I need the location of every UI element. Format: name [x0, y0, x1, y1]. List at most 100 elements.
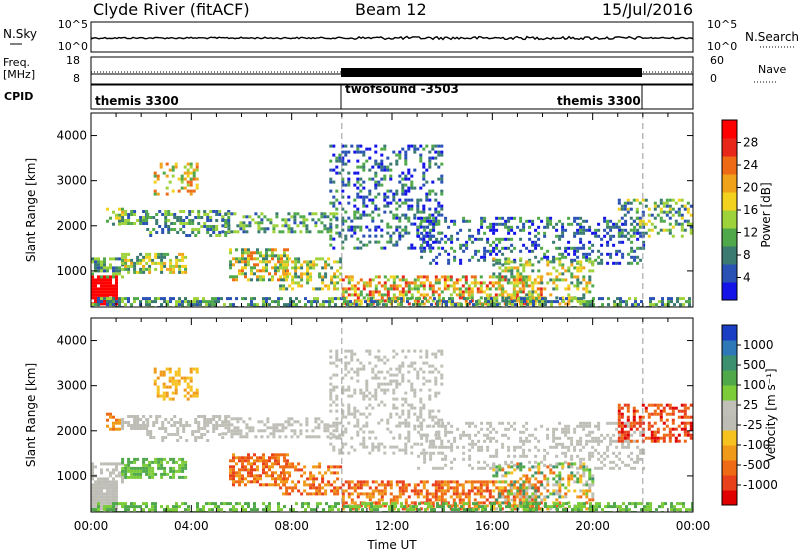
heatmap-cell [250, 257, 253, 261]
heatmap-cell [445, 303, 448, 307]
heatmap-cell [194, 234, 198, 237]
heatmap-cell [585, 219, 589, 223]
heatmap-cell [368, 293, 372, 297]
heatmap-cell [169, 258, 173, 262]
heatmap-cell [431, 284, 435, 288]
heatmap-cell [262, 297, 265, 301]
heatmap-cell [579, 424, 583, 428]
heatmap-cell [329, 177, 333, 181]
heatmap-cell [496, 303, 499, 307]
heatmap-cell [344, 210, 348, 214]
heatmap-cell [341, 302, 345, 306]
heatmap-cell [477, 237, 481, 241]
heatmap-cell [612, 225, 616, 229]
heatmap-cell [176, 216, 180, 219]
heatmap-cell [404, 397, 408, 401]
heatmap-cell [365, 385, 369, 389]
heatmap-cell [323, 423, 327, 427]
heatmap-cell [617, 201, 621, 205]
heatmap-cell [537, 243, 541, 247]
heatmap-cell [173, 433, 177, 436]
heatmap-cell [639, 457, 643, 461]
heatmap-cell [365, 480, 369, 484]
heatmap-cell [437, 451, 441, 455]
heatmap-cell [103, 284, 106, 288]
heatmap-cell [442, 300, 445, 304]
heatmap-cell [404, 192, 408, 196]
heatmap-cell [106, 480, 109, 484]
heatmap-cell [410, 382, 414, 386]
heatmap-cell [232, 278, 235, 282]
heatmap-cell [305, 417, 309, 421]
heatmap-cell [148, 297, 151, 301]
heatmap-cell [420, 442, 424, 446]
heatmap-cell [434, 156, 438, 160]
heatmap-cell [428, 156, 432, 160]
heatmap-cell [218, 234, 222, 237]
heatmap-cell [130, 303, 133, 307]
heatmap-cell [338, 171, 342, 175]
heatmap-cell [189, 171, 193, 175]
heatmap-cell [362, 391, 366, 395]
heatmap-cell [489, 225, 493, 229]
heatmap-cell [437, 486, 441, 490]
heatmap-cell [192, 394, 196, 398]
heatmap-cell [612, 243, 616, 247]
heatmap-cell [94, 489, 97, 493]
heatmap-cell [552, 471, 556, 475]
heatmap-cell [440, 150, 444, 154]
heatmap-cell [449, 293, 453, 297]
heatmap-cell [662, 210, 666, 214]
heatmap-cell [256, 456, 259, 460]
heatmap-cell [392, 284, 396, 288]
heatmap-cell [353, 231, 357, 235]
heatmap-cell [570, 436, 574, 440]
heatmap-cell [286, 459, 289, 463]
heatmap-cell [428, 216, 432, 220]
heatmap-cell [582, 219, 586, 223]
heatmap-cell [165, 192, 169, 196]
heatmap-cell [206, 430, 210, 433]
heatmap-cell [115, 272, 118, 276]
heatmap-cell [100, 278, 103, 282]
heatmap-cell [564, 278, 568, 282]
heatmap-cell [407, 433, 411, 437]
heatmap-cell [422, 406, 426, 410]
heatmap-cell [164, 210, 168, 213]
heatmap-cell [203, 225, 207, 228]
heatmap-cell [338, 153, 342, 157]
heatmap-cell [434, 278, 438, 282]
heatmap-cell [136, 427, 140, 430]
heatmap-cell [546, 281, 550, 285]
heatmap-cell [627, 439, 631, 443]
heatmap-cell [498, 492, 502, 496]
heatmap-cell [160, 303, 163, 307]
heatmap-cell [470, 290, 474, 294]
heatmap-cell [335, 394, 339, 398]
heatmap-cell [283, 456, 286, 460]
heatmap-cell [335, 423, 339, 427]
heatmap-cell [185, 424, 189, 427]
heatmap-cell [303, 471, 307, 475]
heatmap-cell [100, 480, 103, 484]
heatmap-cell [537, 495, 541, 499]
heatmap-cell [636, 246, 640, 250]
heatmap-cell [510, 293, 514, 297]
nsearch-label: N.Search [745, 30, 799, 44]
heatmap-cell [519, 495, 523, 499]
heatmap-cell [422, 302, 426, 306]
heatmap-cell [567, 284, 571, 288]
heatmap-cell [166, 303, 169, 307]
heatmap-cell [115, 468, 118, 472]
heatmap-cell [224, 219, 228, 222]
heatmap-cell [182, 225, 186, 228]
heatmap-cell [495, 246, 499, 250]
heatmap-cell [371, 216, 375, 220]
heatmap-cell [332, 448, 336, 452]
heatmap-cell [377, 382, 381, 386]
heatmap-cell [482, 495, 486, 499]
heatmap-cell [401, 201, 405, 205]
heatmap-cell [200, 427, 204, 430]
heatmap-cell [250, 468, 253, 472]
heatmap-cell [176, 231, 180, 234]
